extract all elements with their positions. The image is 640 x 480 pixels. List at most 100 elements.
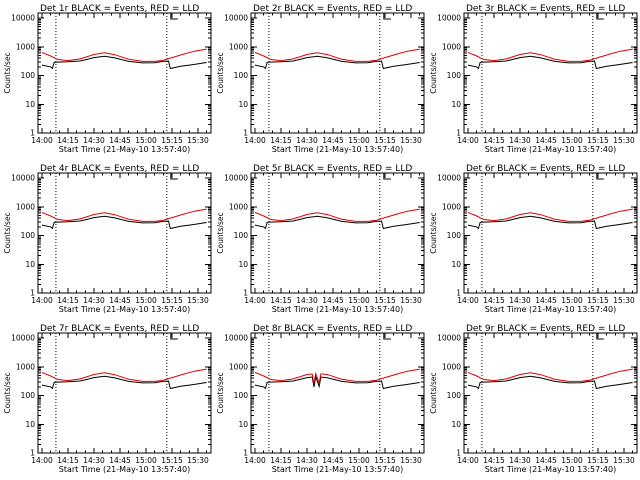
- x-tick-label: 14:45: [322, 136, 344, 145]
- lld-series-line: [467, 48, 633, 62]
- x-tick-label: 14:30: [296, 136, 318, 145]
- interval-flag: [170, 333, 178, 340]
- detector-panel: Det 3r BLACK = Events, RED = LLD 1 10 100 10…: [429, 4, 638, 154]
- interval-flag: [383, 173, 391, 180]
- x-axis-title: Start Time (21-May-10 13:57:40): [485, 305, 616, 314]
- x-tick-label: 14:30: [83, 136, 105, 145]
- x-tick-label: 15:15: [374, 136, 396, 145]
- panel-title: Det 2r BLACK = Events, RED = LLD: [253, 4, 412, 14]
- y-axis-title: Counts/sec: [216, 212, 225, 253]
- events-series-line: [41, 215, 207, 230]
- y-tick-label: 1000: [229, 362, 248, 371]
- y-tick-label: 1000: [442, 202, 461, 211]
- x-tick-label: 14:30: [509, 296, 531, 305]
- x-tick-label: 15:15: [374, 296, 396, 305]
- plot-frame: [37, 172, 212, 294]
- events-series-line: [41, 375, 207, 390]
- y-tick-label: 100: [447, 231, 462, 240]
- x-tick-label: 15:00: [348, 136, 370, 145]
- panel-title: Det 3r BLACK = Events, RED = LLD: [466, 4, 625, 14]
- y-axis-title: Counts/sec: [429, 52, 438, 93]
- x-tick-label: 15:30: [400, 296, 422, 305]
- interval-flag: [383, 333, 391, 340]
- x-tick-label: 15:30: [400, 136, 422, 145]
- y-tick-label: 10000: [224, 14, 248, 23]
- x-tick-label: 15:15: [374, 456, 396, 465]
- y-tick-label: 10: [451, 420, 461, 429]
- detector-panel: Det 7r BLACK = Events, RED = LLD 1 10 100 10…: [3, 324, 212, 474]
- x-tick-label: 14:00: [31, 296, 53, 305]
- x-tick-label: 15:30: [613, 456, 635, 465]
- plot-frame: [463, 12, 638, 134]
- y-tick-label: 1000: [229, 42, 248, 51]
- plot-frame: [37, 332, 212, 454]
- x-tick-label: 15:15: [161, 296, 183, 305]
- x-tick-label: 15:00: [348, 296, 370, 305]
- x-tick-label: 14:15: [483, 456, 505, 465]
- x-tick-label: 14:15: [483, 296, 505, 305]
- x-tick-label: 14:30: [83, 456, 105, 465]
- interval-flag: [170, 173, 178, 180]
- detector-panel: Det 5r BLACK = Events, RED = LLD 1 10 100 10…: [216, 164, 425, 314]
- x-tick-label: 14:15: [57, 456, 79, 465]
- y-tick-label: 10000: [11, 174, 35, 183]
- y-tick-label: 10000: [11, 14, 35, 23]
- plot-frame: [463, 332, 638, 454]
- x-tick-label: 15:00: [561, 456, 583, 465]
- lld-series-line: [467, 368, 633, 382]
- x-axis-title: Start Time (21-May-10 13:57:40): [59, 305, 190, 314]
- x-tick-label: 14:45: [322, 456, 344, 465]
- x-tick-label: 15:15: [587, 296, 609, 305]
- x-tick-label: 14:45: [535, 296, 557, 305]
- x-tick-label: 14:45: [535, 136, 557, 145]
- y-tick-label: 1: [30, 289, 35, 298]
- detector-panel: Det 6r BLACK = Events, RED = LLD 1 10 100 10…: [429, 164, 638, 314]
- y-tick-label: 1: [456, 129, 461, 138]
- y-tick-label: 100: [234, 391, 249, 400]
- panel-title: Det 8r BLACK = Events, RED = LLD: [253, 324, 412, 334]
- x-tick-label: 14:00: [457, 136, 479, 145]
- y-tick-label: 10000: [437, 174, 461, 183]
- detector-panel: Det 9r BLACK = Events, RED = LLD 1 10 100 10…: [429, 324, 638, 474]
- y-axis-title: Counts/sec: [3, 372, 12, 413]
- interval-flag: [596, 333, 604, 340]
- events-series-line: [467, 215, 633, 230]
- lld-series-line: [467, 208, 633, 222]
- lld-series-line: [254, 48, 420, 62]
- interval-flag: [170, 13, 178, 20]
- y-tick-label: 1000: [229, 202, 248, 211]
- y-tick-label: 1: [456, 289, 461, 298]
- x-tick-label: 15:15: [161, 136, 183, 145]
- x-axis-title: Start Time (21-May-10 13:57:40): [59, 145, 190, 154]
- y-axis-title: Counts/sec: [3, 52, 12, 93]
- y-tick-label: 10: [25, 420, 35, 429]
- events-series-line: [254, 374, 420, 390]
- y-tick-label: 100: [447, 391, 462, 400]
- x-axis-title: Start Time (21-May-10 13:57:40): [272, 305, 403, 314]
- events-series-line: [41, 55, 207, 70]
- events-series-line: [467, 55, 633, 70]
- y-tick-label: 1000: [16, 362, 35, 371]
- x-tick-label: 14:30: [509, 136, 531, 145]
- y-tick-label: 10000: [11, 334, 35, 343]
- plot-frame: [250, 172, 425, 294]
- x-tick-label: 15:30: [613, 136, 635, 145]
- x-tick-label: 14:00: [244, 136, 266, 145]
- x-tick-label: 14:15: [57, 136, 79, 145]
- lld-series-line: [41, 368, 207, 382]
- x-tick-label: 14:00: [244, 296, 266, 305]
- panel-title: Det 7r BLACK = Events, RED = LLD: [40, 324, 199, 334]
- x-tick-label: 14:45: [535, 456, 557, 465]
- y-tick-label: 10000: [437, 334, 461, 343]
- x-tick-label: 14:00: [31, 136, 53, 145]
- x-tick-label: 15:15: [587, 456, 609, 465]
- plot-frame: [37, 12, 212, 134]
- x-tick-label: 15:30: [187, 456, 209, 465]
- events-series-line: [467, 375, 633, 390]
- x-tick-label: 15:00: [135, 136, 157, 145]
- x-tick-label: 15:30: [187, 296, 209, 305]
- y-axis-title: Counts/sec: [216, 372, 225, 413]
- y-tick-label: 1000: [16, 202, 35, 211]
- y-axis-title: Counts/sec: [429, 372, 438, 413]
- x-tick-label: 14:45: [109, 136, 131, 145]
